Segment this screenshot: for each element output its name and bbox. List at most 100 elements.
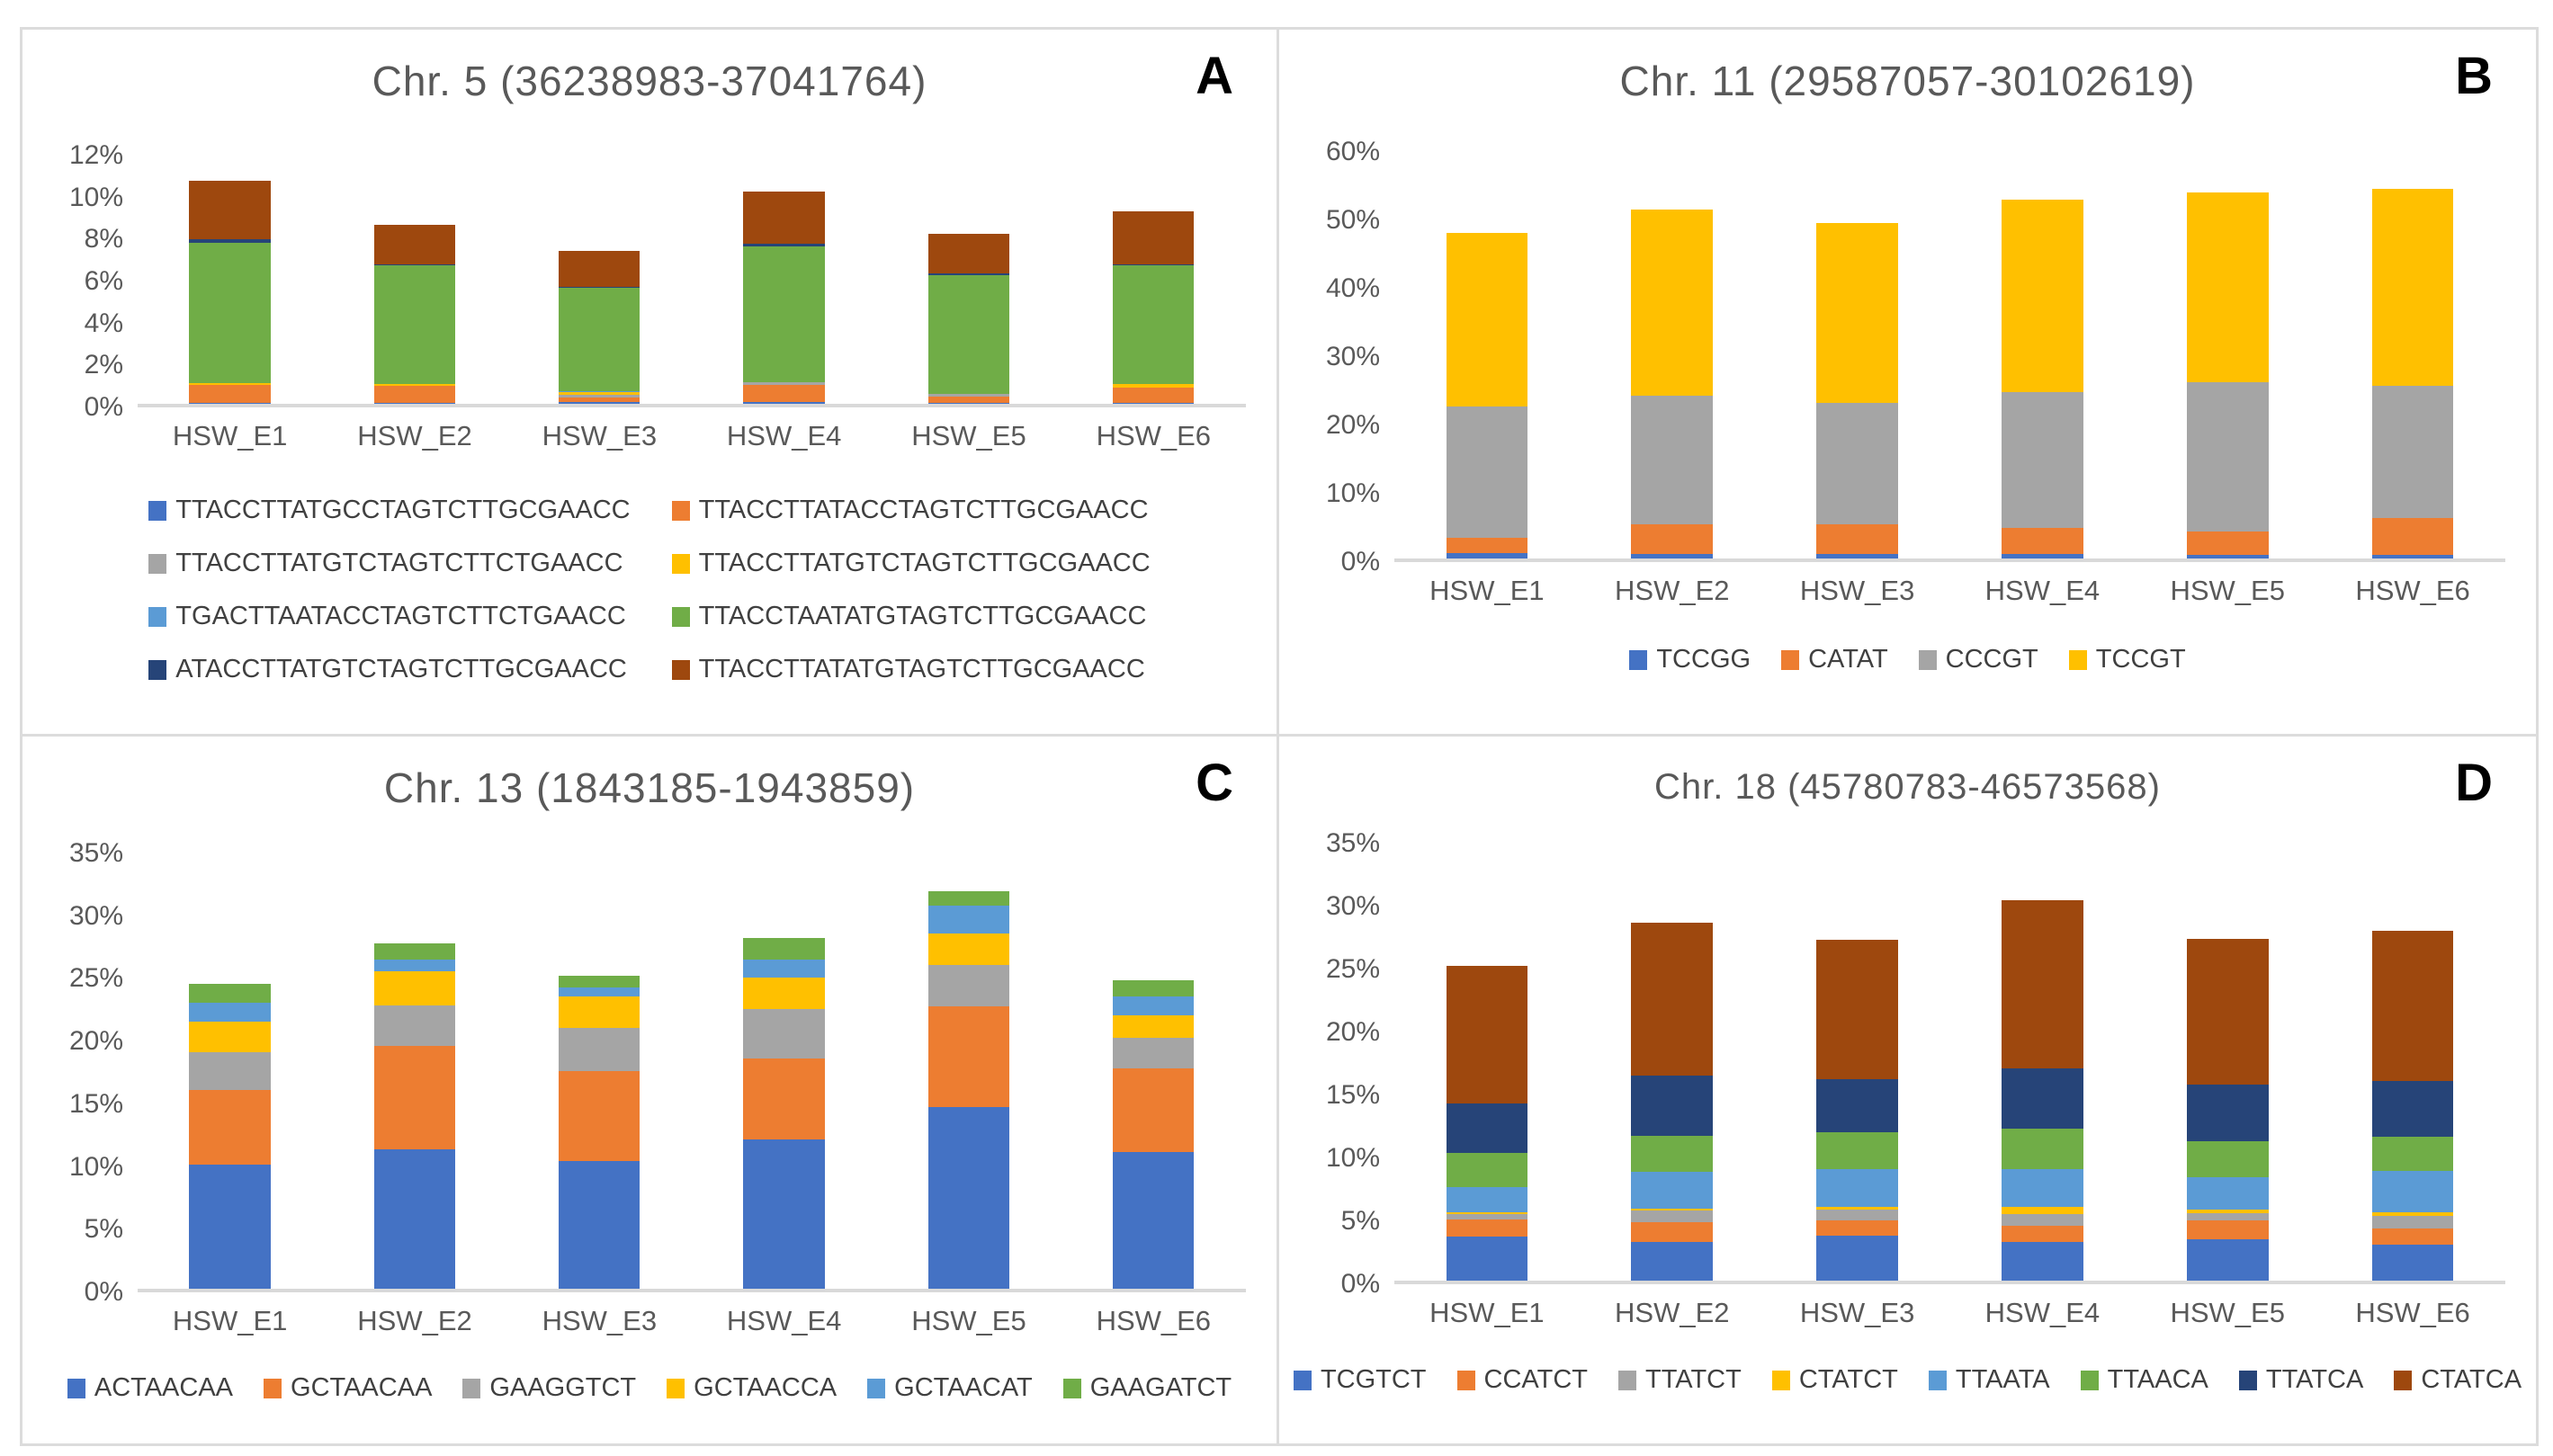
plot-area [1394, 152, 2505, 562]
bar-segment [2002, 1068, 2083, 1129]
bar-segment [927, 1006, 1010, 1108]
bar-segment [2002, 199, 2083, 393]
legend-swatch [1293, 1370, 1312, 1390]
x-axis-label: HSW_E2 [1615, 575, 1730, 606]
chart-body: 12% 10% 8% 6% 4% 2% 0% HSW_E1 HSW_E2 HSW_E3 HSW_E4… [22, 140, 1276, 452]
bar-segment [189, 180, 271, 240]
x-axis-label: HSW_E1 [172, 1305, 288, 1336]
bar-segment [189, 1002, 271, 1022]
panel-letter-d: D [2455, 754, 2493, 812]
plot-column: HSW_E1 HSW_E2 HSW_E3 HSW_E4 HSW_E5 HSW_E6 [138, 853, 1246, 1337]
legend: TTACCTTATGCCTAGTCTTGCGAACC TTACCTTATACCTA… [148, 496, 1151, 684]
bar-segment [927, 906, 1010, 933]
legend-label: CCCGT [1945, 645, 2038, 674]
bar-segment [1816, 1079, 1898, 1132]
stacked-bar [189, 156, 271, 404]
bar-segment [2371, 517, 2454, 556]
y-axis-tick-label: 2% [84, 350, 123, 380]
bar-segment [373, 225, 456, 264]
legend-swatch [671, 606, 690, 627]
legend-label: TTATCA [2265, 1365, 2364, 1394]
x-axis-label: HSW_E3 [1799, 1297, 1915, 1328]
stacked-bar [559, 853, 640, 1289]
bar-segment [2002, 1214, 2083, 1226]
bar-segment [2002, 392, 2083, 529]
y-axis-tick-label: 5% [1340, 1206, 1380, 1236]
bar-segment [2371, 1215, 2454, 1228]
bar-segment [2371, 1211, 2454, 1216]
x-axis-labels: HSW_E1 HSW_E2 HSW_E3 HSW_E4 HSW_E5 HSW_E6 [138, 420, 1246, 452]
legend-item: TCCGG [1629, 645, 1751, 674]
bar-segment [1631, 554, 1714, 558]
bar-segment [559, 250, 640, 288]
plot-area [138, 853, 1246, 1292]
bar-slot [322, 853, 506, 1289]
legend-swatch [1781, 649, 1800, 670]
bar-segment [1816, 524, 1898, 554]
plot-column: HSW_E1 HSW_E2 HSW_E3 HSW_E4 HSW_E5 HSW_E6 [1394, 152, 2505, 607]
bar-slot [1394, 152, 1580, 558]
bar-segment [373, 402, 456, 404]
bar-segment [559, 1160, 640, 1289]
bar-segment [559, 288, 640, 392]
legend-label: TTACCTTATGTCTAGTCTTGCGAACC [698, 549, 1151, 577]
bar-slot [1949, 844, 2135, 1281]
legend-swatch [148, 553, 167, 574]
bar-segment [373, 264, 456, 385]
bar-slot [692, 853, 876, 1289]
y-axis-tick-label: 0% [1340, 1269, 1380, 1299]
bar-segment [1446, 1237, 1528, 1281]
x-axis-label: HSW_E4 [726, 420, 842, 451]
bar-segment [1446, 1211, 1528, 1215]
bar-segment [559, 397, 640, 402]
y-axis-tick-label: 30% [1325, 342, 1380, 371]
panel-chr13: Chr. 13 (1843185-1943859) C 35% 30% 25% 20%… [22, 737, 1279, 1443]
legend-label: CTATCA [2421, 1365, 2522, 1394]
bar-segment [2186, 531, 2269, 556]
x-axis-labels: HSW_E1 HSW_E2 HSW_E3 HSW_E4 HSW_E5 HSW_E6 [1394, 1297, 2505, 1329]
bar-segment [1816, 1169, 1898, 1208]
bar-segment [1631, 1172, 1714, 1209]
legend: TCGTCT CCATCT TTATCT CTATCT TTAATA TTAACA TTAT… [1279, 1365, 2536, 1395]
bar-segment [743, 401, 825, 404]
panel-chr11: Chr. 11 (29587057-30102619) B 60% 50% 40% 3… [1279, 30, 2536, 737]
legend: ACTAACAA GCTAACAA GAAGGTCT GCTAACCA GCTAACAT… [22, 1373, 1276, 1403]
legend-swatch [462, 1378, 481, 1398]
bar-segment [2371, 1137, 2454, 1171]
stacked-bar [373, 156, 456, 404]
bar-segment [559, 287, 640, 289]
bar-slot [1580, 844, 1765, 1281]
bar-slot [322, 156, 506, 404]
bar-segment [2186, 1085, 2269, 1141]
legend-item: TTAATA [1928, 1365, 2050, 1395]
legend-label: TTAACA [2107, 1365, 2208, 1394]
bar-segment [1631, 1208, 1714, 1211]
legend-item: CTATCT [1771, 1365, 1898, 1395]
x-axis-label: HSW_E2 [357, 1305, 472, 1336]
bar-segment [927, 393, 1010, 397]
bar-segment [373, 1046, 456, 1150]
x-axis-label: HSW_E6 [2355, 1297, 2470, 1328]
bar-segment [1113, 1014, 1195, 1038]
bar-slot [1949, 152, 2135, 558]
bar-segment [2186, 1140, 2269, 1177]
bar-segment [1113, 264, 1195, 385]
legend-label: TCCGT [2095, 645, 2186, 674]
bar-segment [559, 401, 640, 404]
bar-segment [2371, 1244, 2454, 1281]
bar-segment [1446, 966, 1528, 1103]
y-axis-tick-label: 10% [1325, 1143, 1380, 1173]
stacked-bar [1631, 844, 1714, 1281]
bar-segment [559, 394, 640, 398]
legend-label: ACTAACAA [94, 1373, 234, 1402]
stacked-bar [2186, 844, 2269, 1281]
bar-segment [373, 1005, 456, 1047]
bar-segment [743, 1139, 825, 1289]
bar-segment [927, 402, 1010, 404]
bar-segment [743, 385, 825, 402]
legend-swatch [148, 659, 167, 680]
stacked-bar [559, 156, 640, 404]
stacked-bar [927, 156, 1010, 404]
bar-segment [559, 996, 640, 1028]
bar-slot [1765, 152, 1950, 558]
